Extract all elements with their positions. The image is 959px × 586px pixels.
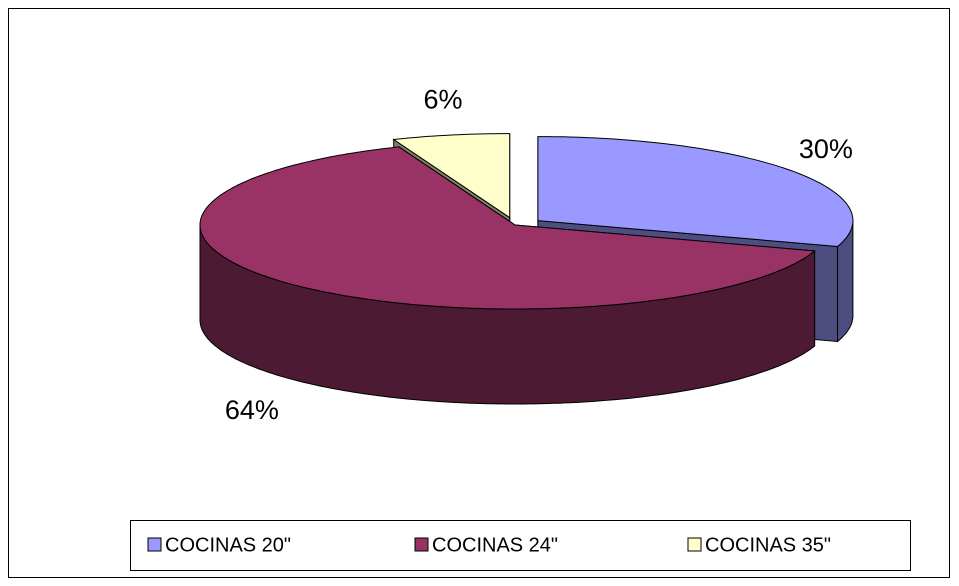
data-label: 6% <box>423 84 462 114</box>
legend-swatch <box>147 537 162 552</box>
legend-label: COCINAS 35" <box>705 534 831 556</box>
legend-box <box>130 520 911 571</box>
data-label: 64% <box>225 395 279 425</box>
slice-top <box>199 146 816 310</box>
legend-swatch <box>687 537 702 552</box>
pie-slice <box>199 145 816 405</box>
data-label: 30% <box>799 134 853 164</box>
legend-label: COCINAS 24" <box>432 534 558 556</box>
legend-label: COCINAS 20" <box>165 534 291 556</box>
slice-top <box>392 133 511 219</box>
legend-swatch <box>414 537 429 552</box>
slice-top <box>537 136 854 248</box>
